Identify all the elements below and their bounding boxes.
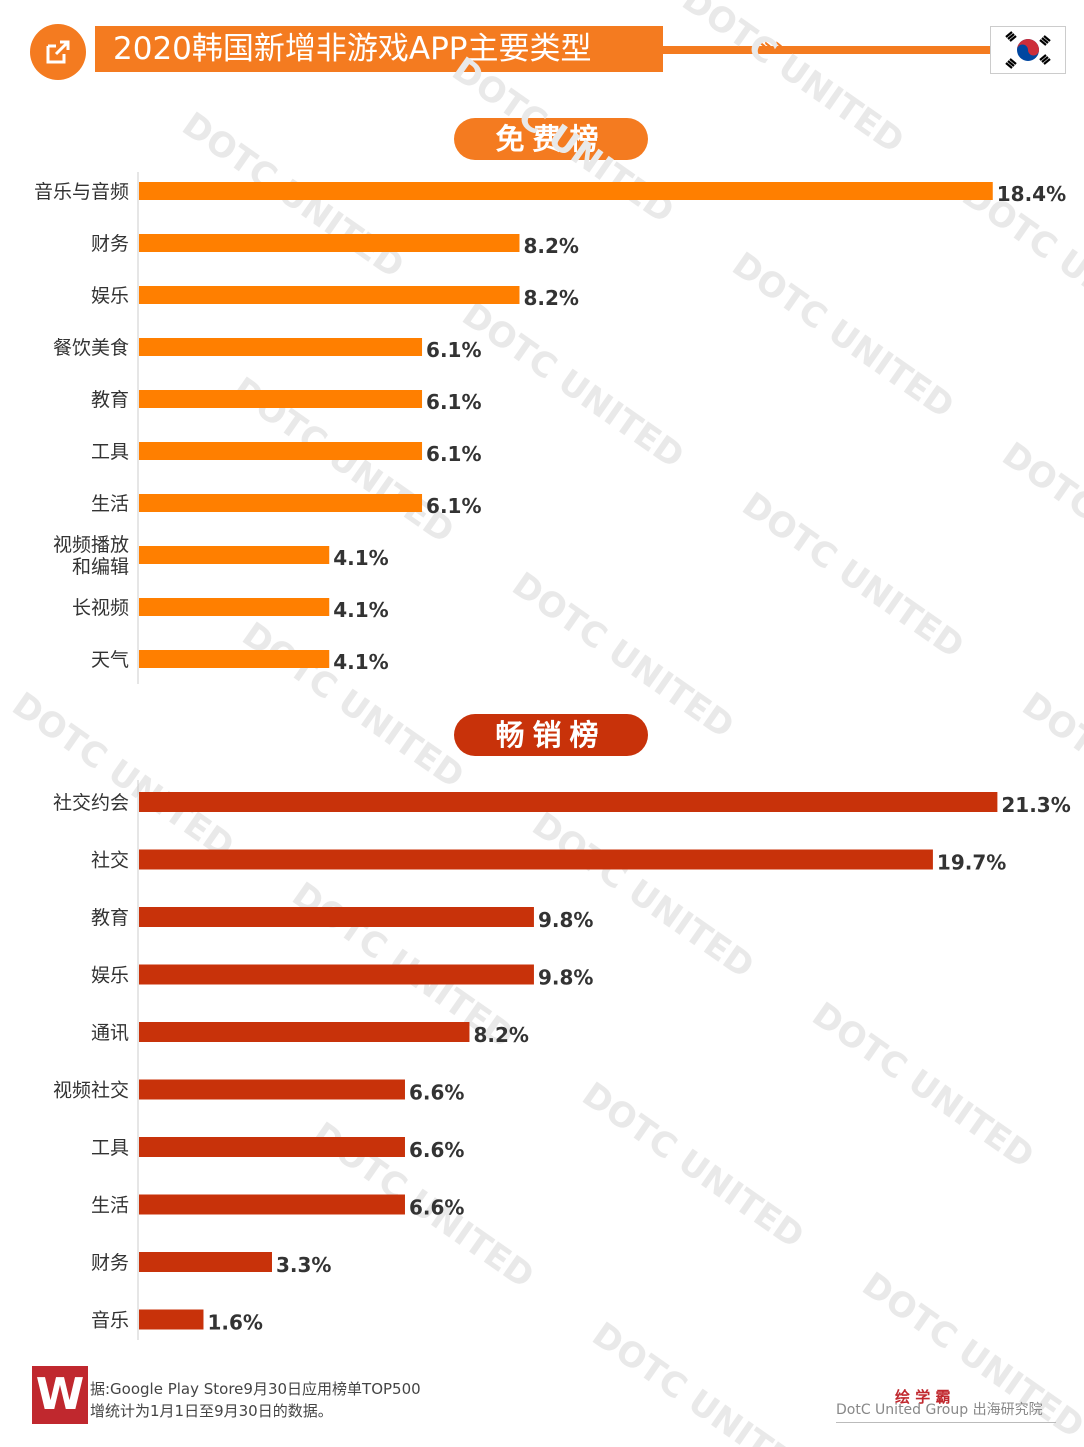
bar (139, 234, 520, 252)
value-label: 1.6% (207, 1311, 262, 1335)
logo: W (32, 1366, 88, 1424)
category-label: 音乐与音频 (34, 181, 129, 203)
value-label: 18.4% (997, 182, 1066, 206)
value-label: 4.1% (333, 546, 388, 570)
watermark-text: DOTC UNITED (735, 485, 971, 667)
free-chart-title: 免费榜 (454, 118, 648, 160)
bar (139, 546, 330, 564)
value-label: 6.6% (409, 1196, 464, 1220)
brand-name: 绘 学 霸 (895, 1388, 951, 1406)
grossing-chart-title: 畅销榜 (454, 714, 648, 756)
bar (139, 1309, 204, 1330)
header-icon-circle (30, 24, 86, 80)
source-note-line1: 据:Google Play Store9月30日应用榜单TOP500 (90, 1380, 421, 1398)
category-label: 工具 (91, 441, 129, 463)
value-label: 6.1% (426, 390, 481, 414)
south-korea-flag-icon (990, 26, 1066, 74)
header-rule (663, 46, 990, 54)
bar (139, 286, 520, 304)
category-label: 视频社交 (53, 1080, 129, 1102)
value-label: 4.1% (333, 650, 388, 674)
watermark-text: DOTC UNITED (525, 805, 761, 987)
watermark-text: DOTC UNITED (575, 1075, 811, 1257)
value-label: 8.2% (523, 234, 578, 258)
value-label: 9.8% (538, 908, 593, 932)
bar (139, 338, 423, 356)
bar (139, 907, 534, 927)
bar (139, 390, 423, 408)
watermark-text: DOTC UNITED (675, 0, 911, 162)
watermark-text: DOTC UNITED (445, 50, 681, 232)
bar (139, 849, 933, 870)
chevron-right-icon: »» (758, 34, 783, 59)
watermark-text: DOTC UNITED (455, 295, 691, 477)
category-label: 教育 (91, 907, 129, 929)
value-label: 8.2% (473, 1023, 528, 1047)
value-label: 6.1% (426, 494, 481, 518)
watermark-text: DOTC UNITED (855, 1265, 1084, 1447)
category-label: 社交约会 (53, 792, 129, 814)
value-label: 19.7% (937, 851, 1006, 875)
bar (139, 792, 998, 812)
category-label: 娱乐 (91, 285, 129, 307)
bar (139, 1194, 405, 1215)
category-label: 视频播放 (53, 534, 129, 556)
category-label: 通讯 (91, 1022, 129, 1044)
bar (139, 182, 993, 200)
category-label: 娱乐 (91, 965, 129, 987)
category-label: 餐饮美食 (53, 337, 129, 359)
value-label: 9.8% (538, 966, 593, 990)
watermark-text: DOTC UNITED (5, 685, 241, 867)
value-label: 8.2% (523, 286, 578, 310)
value-label: 6.1% (426, 442, 481, 466)
footer-rule (836, 1422, 1056, 1423)
category-label: 音乐 (91, 1310, 129, 1332)
category-label: 生活 (91, 1195, 129, 1217)
page-title: 2020韩国新增非游戏APP主要类型 (95, 26, 663, 72)
bar (139, 598, 330, 616)
value-label: 3.3% (276, 1253, 331, 1277)
category-label: 财务 (91, 233, 129, 255)
value-label: 4.1% (333, 598, 388, 622)
free-chart: 音乐与音频 18.4% 财务 8.2% 娱乐 8.2% 餐饮美食 6.1% 教育 6.1% 工具 6.… (34, 172, 1066, 684)
value-label: 6.1% (426, 338, 481, 362)
watermark-text: DOTC UNITED (725, 245, 961, 427)
source-note-line2: 增统计为1月1日至9月30日的数据。 (90, 1402, 333, 1420)
bar (139, 1137, 405, 1157)
bar (139, 1022, 470, 1042)
grossing-chart: 社交约会 21.3% 社交 19.7% 教育 9.8% 娱乐 9.8% 通讯 8.2% 视频社交 6.… (53, 780, 1071, 1340)
category-label: 社交 (91, 850, 129, 872)
value-label: 6.6% (409, 1138, 464, 1162)
category-label: 教育 (91, 389, 129, 411)
bar (139, 442, 423, 460)
value-label: 6.6% (409, 1081, 464, 1105)
watermark-text: DOTC UNITED (585, 1315, 821, 1447)
bar (139, 494, 423, 512)
category-label: 财务 (91, 1252, 129, 1274)
category-label: 天气 (91, 649, 129, 671)
footer-credit: DotC United Group 出海研究院 (836, 1402, 1043, 1418)
bar (139, 964, 534, 985)
watermark-text: DOTC UNITED (235, 615, 471, 797)
value-label: 21.3% (1001, 793, 1070, 817)
share-export-icon (46, 40, 70, 64)
category-label: 长视频 (72, 597, 129, 619)
category-label: 工具 (91, 1137, 129, 1159)
bar (139, 1079, 405, 1100)
bar (139, 1252, 272, 1272)
category-label: 和编辑 (72, 556, 129, 578)
watermark-text: DOTC UNITED (505, 565, 741, 747)
bar (139, 650, 330, 668)
category-label: 生活 (91, 493, 129, 515)
watermark-text: DOTC UNITED (995, 435, 1084, 617)
watermark-text: DOTC UNITED (1015, 685, 1084, 867)
watermark-text: DOTC UNITED (805, 995, 1041, 1177)
